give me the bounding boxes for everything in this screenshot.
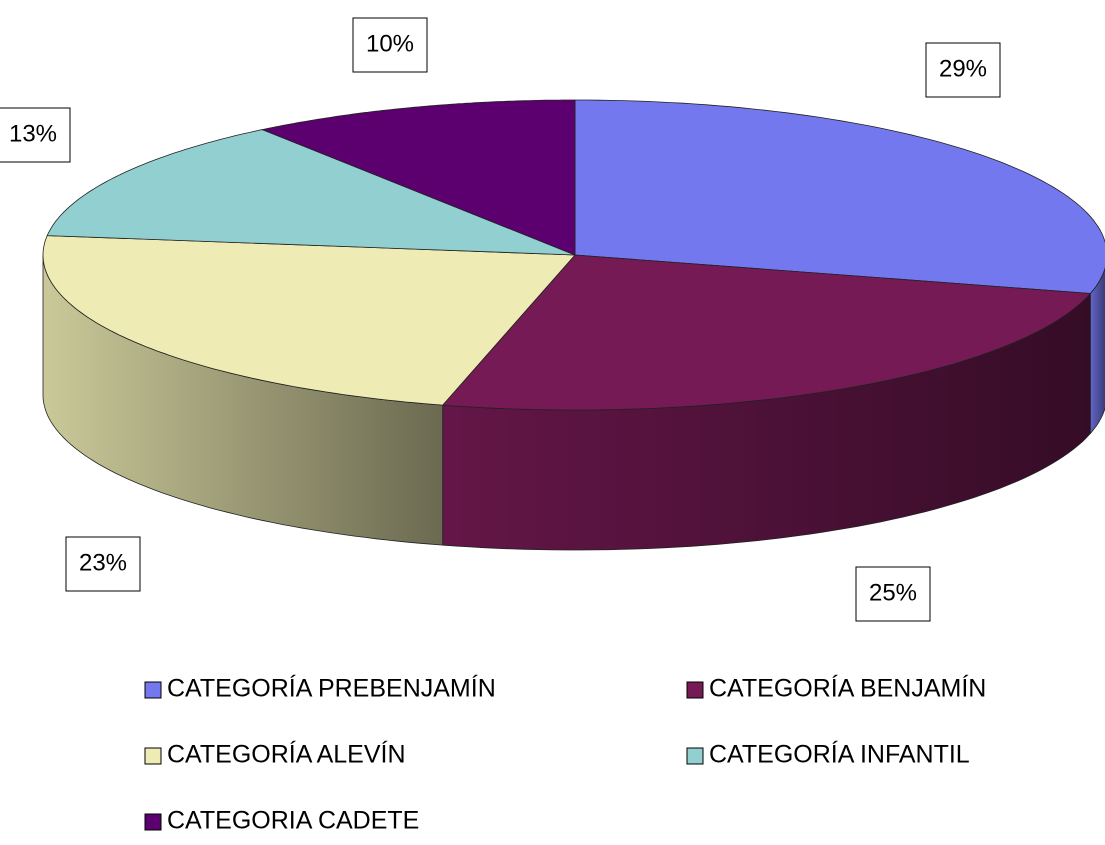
legend-swatch	[686, 681, 704, 699]
legend-swatch	[686, 747, 704, 765]
legend-swatch	[144, 747, 162, 765]
slice	[260, 99, 576, 256]
slice	[441, 254, 1092, 411]
slice	[574, 99, 1105, 294]
label-box	[925, 42, 1001, 98]
data-label: 23%	[79, 549, 127, 576]
data-label: 13%	[9, 120, 57, 147]
slice	[42, 235, 576, 406]
label-box	[855, 566, 931, 622]
label-box	[65, 536, 141, 592]
legend-label: CATEGORÍA PREBENJAMÍN	[167, 674, 496, 703]
data-label: 29%	[939, 55, 987, 82]
slice	[46, 129, 576, 256]
legend-label: CATEGORÍA BENJAMÍN	[709, 674, 986, 703]
label-box	[0, 107, 71, 163]
data-label: 10%	[366, 30, 414, 57]
data-label: 25%	[869, 579, 917, 606]
legend-label: CATEGORIA CADETE	[167, 807, 419, 835]
legend-swatch	[144, 813, 162, 831]
legend-label: CATEGORÍA ALEVÍN	[167, 740, 406, 769]
legend-swatch	[144, 681, 162, 699]
label-box	[352, 17, 428, 73]
legend-label: CATEGORÍA INFANTIL	[709, 740, 970, 769]
